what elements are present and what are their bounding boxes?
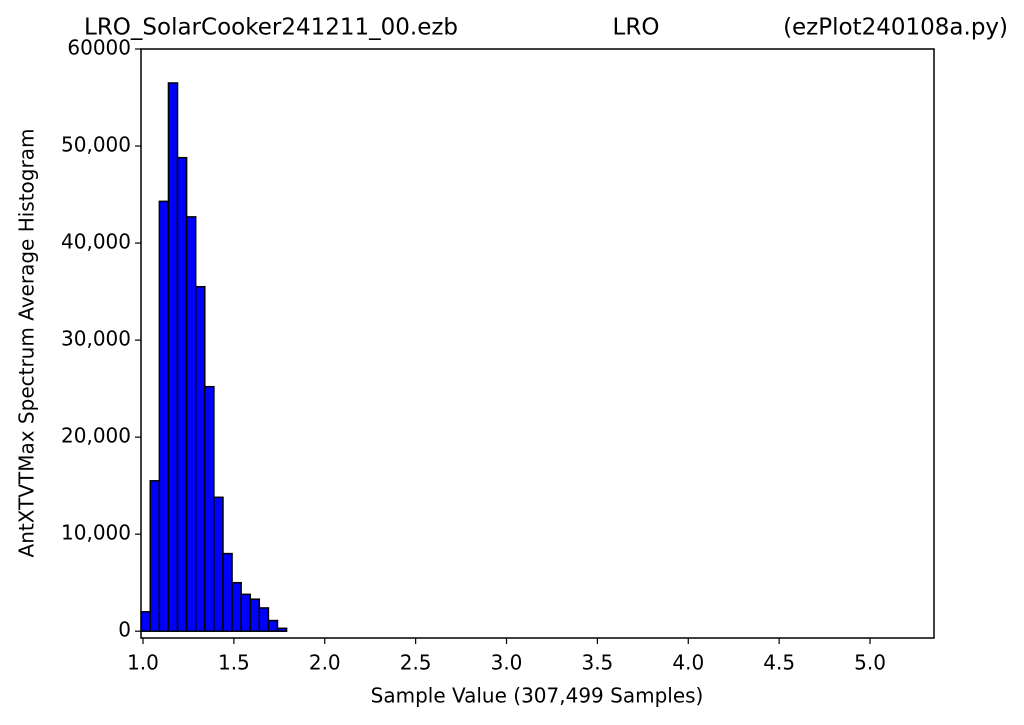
y-tick-label: 30,000 [61,327,131,351]
bar [276,627,288,632]
x-tick-label: 3.5 [581,651,613,675]
x-tick-label: 5.0 [854,651,886,675]
x-tick-label: 2.0 [309,651,341,675]
x-tick-label: 1.5 [218,651,250,675]
x-tick-label: 4.0 [672,651,704,675]
x-tick-label: 3.0 [491,651,523,675]
bar [267,619,279,632]
x-axis-label: Sample Value (307,499 Samples) [371,684,704,708]
bar [167,82,179,632]
chart-title-center: LRO [613,15,660,41]
y-axis-label: AntXTVTMax Spectrum Average Histogram [15,129,39,558]
y-tick-label: 50,000 [61,133,131,157]
bar [258,607,270,632]
bar [213,496,224,632]
bar [176,156,188,632]
bar [185,216,197,632]
y-tick-label: 0 [118,618,131,642]
bar [158,200,170,632]
chart-title-right: (ezPlot240108a.py) [783,15,1008,41]
chart-title-left: LRO_SolarCooker241211_00.ezb [84,15,458,41]
bar [204,385,215,632]
plot-frame [140,48,935,639]
x-tick-label: 2.5 [400,651,432,675]
bar [194,285,206,632]
bar [149,480,161,632]
y-tick-label: 40,000 [61,230,131,254]
bar [240,593,251,632]
y-tick-label: 10,000 [61,521,131,545]
bar [222,552,233,632]
y-tick-label: 60000 [67,36,131,60]
y-tick-label: 20,000 [61,424,131,448]
bar [140,611,152,632]
bar [231,581,242,632]
x-tick-label: 1.0 [127,651,159,675]
bar [249,598,261,632]
x-tick-label: 4.5 [763,651,795,675]
